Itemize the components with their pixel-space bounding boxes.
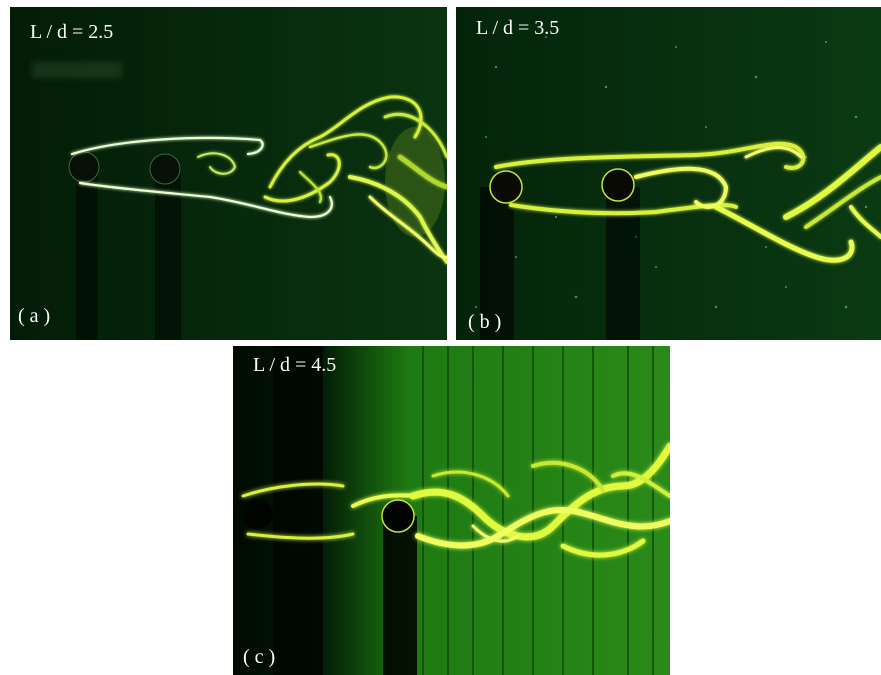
panel-tag: ( b )	[468, 311, 502, 333]
flow-visualization-a	[10, 7, 447, 340]
ratio-label: L / d = 4.5	[253, 354, 337, 376]
flow-panel-b: L / d = 3.5 ( b )	[456, 7, 881, 340]
panel-tag: ( a )	[18, 305, 51, 327]
blurred-text	[32, 62, 122, 78]
rod-shadow	[155, 169, 181, 340]
particle-speckles	[475, 36, 868, 309]
cylinder-downstream	[601, 168, 635, 202]
vertical-streaks	[422, 346, 654, 675]
ratio-label: L / d = 3.5	[476, 17, 560, 39]
dye-streaks	[70, 95, 447, 264]
rod-shadow	[383, 516, 417, 675]
ratio-label: L / d = 2.5	[30, 21, 114, 43]
cylinder-upstream	[489, 170, 523, 204]
rod-shadow	[606, 187, 640, 340]
rod-shadow	[76, 167, 98, 340]
flow-visualization-b	[456, 7, 881, 340]
flow-visualization-c	[233, 346, 670, 675]
cylinder-upstream	[68, 151, 100, 183]
cylinder-downstream	[149, 153, 181, 185]
dye-streaks	[494, 141, 881, 263]
panel-tag: ( c )	[243, 646, 276, 668]
rod-shadow	[273, 346, 323, 675]
flow-panel-c: L / d = 4.5 ( c )	[233, 346, 670, 675]
dye-streaks	[241, 442, 670, 558]
flow-panel-a: L / d = 2.5 ( a )	[10, 7, 447, 340]
cylinder-downstream	[381, 499, 415, 533]
cylinder-upstream	[243, 499, 273, 529]
rod-shadow	[480, 187, 514, 340]
